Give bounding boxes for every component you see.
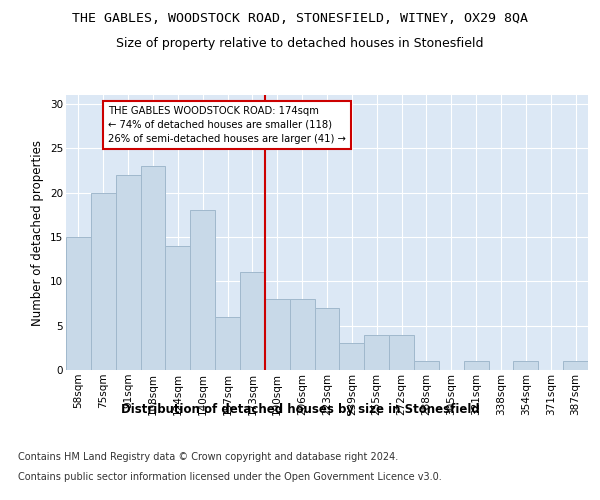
Bar [91, 192, 116, 370]
Bar [314, 308, 340, 370]
Bar [563, 361, 588, 370]
Bar [240, 272, 265, 370]
Bar [215, 317, 240, 370]
Bar [116, 175, 140, 370]
Bar [290, 299, 314, 370]
Text: THE GABLES, WOODSTOCK ROAD, STONESFIELD, WITNEY, OX29 8QA: THE GABLES, WOODSTOCK ROAD, STONESFIELD,… [72, 12, 528, 26]
Bar [514, 361, 538, 370]
Bar [364, 334, 389, 370]
Bar [464, 361, 488, 370]
Text: Size of property relative to detached houses in Stonesfield: Size of property relative to detached ho… [116, 38, 484, 51]
Text: THE GABLES WOODSTOCK ROAD: 174sqm
← 74% of detached houses are smaller (118)
26%: THE GABLES WOODSTOCK ROAD: 174sqm ← 74% … [108, 106, 346, 144]
Text: Contains public sector information licensed under the Open Government Licence v3: Contains public sector information licen… [18, 472, 442, 482]
Bar [340, 344, 364, 370]
Bar [389, 334, 414, 370]
Bar [190, 210, 215, 370]
Bar [66, 237, 91, 370]
Text: Contains HM Land Registry data © Crown copyright and database right 2024.: Contains HM Land Registry data © Crown c… [18, 452, 398, 462]
Y-axis label: Number of detached properties: Number of detached properties [31, 140, 44, 326]
Bar [265, 299, 290, 370]
Text: Distribution of detached houses by size in Stonesfield: Distribution of detached houses by size … [121, 402, 479, 415]
Bar [140, 166, 166, 370]
Bar [414, 361, 439, 370]
Bar [166, 246, 190, 370]
